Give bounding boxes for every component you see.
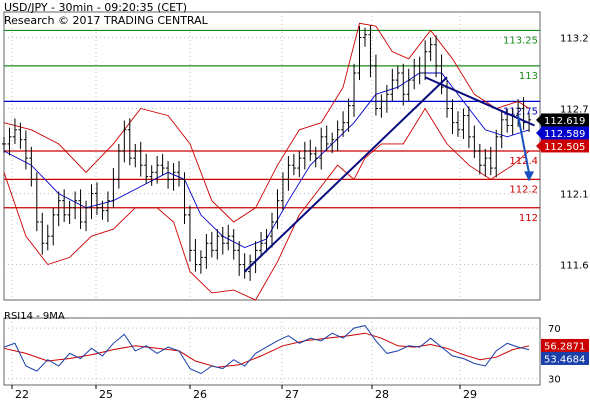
x-tick-label: 29 bbox=[463, 388, 477, 400]
rsi-ma-line bbox=[3, 332, 530, 368]
level-label-support: 112.4 bbox=[509, 156, 538, 167]
rsi-y-tick-label: 70 bbox=[548, 324, 561, 335]
level-label-support: 112 bbox=[519, 213, 538, 224]
price-y-tick-label: 112.7 bbox=[560, 104, 589, 115]
chart-header-symbol: USD/JPY - 30min - 09:20:35 (CET) bbox=[4, 1, 188, 14]
level-label-resistance: 113.25 bbox=[503, 35, 538, 46]
level-label-pivot: 112.75 bbox=[503, 106, 538, 117]
x-tick-label: 22 bbox=[15, 388, 29, 400]
rsi-tag-label: 56.2871 bbox=[544, 341, 585, 352]
rsi-tag-label: 53.4684 bbox=[544, 354, 585, 365]
price-tag-box bbox=[541, 139, 589, 153]
forecast-arrow-shaft bbox=[517, 115, 531, 174]
price-tag-box bbox=[541, 126, 589, 140]
rsi-y-tick-label: 30 bbox=[548, 375, 561, 386]
rsi-tag-box bbox=[541, 351, 589, 365]
level-label-support: 112.2 bbox=[509, 184, 538, 195]
trend-line bbox=[243, 76, 448, 273]
upper-bollinger-band bbox=[3, 22, 530, 223]
level-label-resistance: 113 bbox=[519, 71, 538, 82]
price-y-tick-label: 111.6 bbox=[560, 261, 589, 272]
moving-average-line bbox=[3, 72, 530, 248]
rsi-line bbox=[3, 325, 530, 375]
price-tag-pointer bbox=[536, 127, 541, 138]
x-tick-label: 27 bbox=[285, 388, 299, 400]
price-y-tick-label: 112.1 bbox=[560, 190, 589, 201]
price-tag-pointer bbox=[536, 114, 541, 125]
trend-line bbox=[424, 76, 535, 127]
x-tick-label: 28 bbox=[375, 388, 389, 400]
rsi-panel-frame bbox=[3, 317, 541, 386]
lower-bollinger-band bbox=[3, 107, 530, 301]
chart-header-credit: Research © 2017 TRADING CENTRAL bbox=[4, 14, 208, 27]
price-y-tick-label: 113.2 bbox=[560, 34, 589, 45]
price-tag-label: 112.505 bbox=[544, 142, 585, 153]
price-tag-label: 112.589 bbox=[544, 129, 585, 140]
price-panel-frame bbox=[3, 11, 541, 301]
x-tick-label: 26 bbox=[193, 388, 207, 400]
x-tick-label: 25 bbox=[99, 388, 113, 400]
price-tag-box bbox=[541, 113, 589, 127]
rsi-tag-box bbox=[541, 338, 589, 352]
price-tag-label: 112.619 bbox=[544, 116, 585, 127]
price-tag-pointer bbox=[536, 140, 541, 151]
rsi-header: RSI14 - 9MA bbox=[4, 311, 65, 322]
forecast-arrow-head bbox=[524, 171, 535, 182]
